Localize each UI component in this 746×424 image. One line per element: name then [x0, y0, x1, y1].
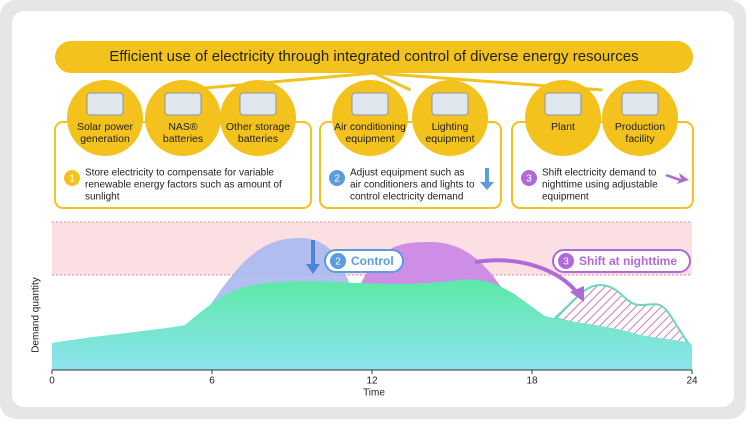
item-label: NAS® [168, 121, 198, 133]
badge-dot [558, 253, 574, 269]
description: Adjust equipment such as [350, 168, 465, 179]
badge-pill [324, 249, 404, 273]
base-area [52, 279, 692, 370]
down-arrow [480, 168, 494, 190]
item-icon [544, 92, 582, 116]
shift-arrowhead [570, 286, 584, 302]
number-badge [521, 170, 537, 186]
item-icon [621, 92, 659, 116]
item-label: batteries [238, 133, 278, 145]
item-icon [164, 92, 202, 116]
item-label: Air conditioning [334, 121, 406, 133]
description: equipment [542, 192, 589, 203]
x-tick-label: 24 [686, 376, 698, 387]
number: 2 [334, 174, 340, 185]
shift-arrow [474, 258, 580, 296]
item-label: equipment [425, 133, 474, 145]
description: air conditioners and lights to [350, 180, 475, 191]
item-label: equipment [345, 133, 394, 145]
item-label: Lighting [432, 121, 469, 133]
number-badge [329, 170, 345, 186]
description: Store electricity to compensate for vari… [85, 168, 274, 179]
badge-label: Shift at nighttime [579, 254, 677, 268]
description: renewable energy factors such as amount … [85, 180, 282, 191]
x-tick-label: 18 [526, 376, 538, 387]
x-tick-label: 0 [49, 376, 55, 387]
item-label: Solar power [77, 121, 134, 133]
item-icon [239, 92, 277, 116]
y-axis-label: Demand quantity [31, 277, 42, 353]
description: Shift electricity demand to [542, 168, 657, 179]
hatch-area [552, 283, 693, 347]
item-circle [412, 80, 488, 156]
right-arrow [665, 173, 689, 184]
item-circle [602, 80, 678, 156]
title-banner [55, 41, 693, 73]
badge-pill [552, 249, 691, 273]
number: 3 [526, 174, 532, 185]
control-arrow [306, 240, 320, 274]
connector [373, 71, 412, 92]
item-circle [145, 80, 221, 156]
x-axis-label: Time [363, 388, 385, 399]
badge-dot [330, 253, 346, 269]
number: 1 [69, 174, 75, 185]
item-label: generation [80, 133, 130, 145]
item-label: Other storage [226, 121, 290, 133]
badge-number: 2 [335, 257, 341, 268]
item-circle [67, 80, 143, 156]
description: nighttime using adjustable [542, 180, 658, 191]
item-circle [525, 80, 601, 156]
x-tick-label: 12 [366, 376, 378, 387]
badge-label: Control [351, 254, 394, 268]
item-icon [351, 92, 389, 116]
item-circle [332, 80, 408, 156]
description: sunlight [85, 192, 120, 203]
content: Efficient use of electricity through int… [31, 41, 698, 399]
item-label: facility [625, 133, 655, 145]
number-badge [64, 170, 80, 186]
item-label: Production [615, 121, 665, 133]
badge-number: 3 [563, 257, 569, 268]
title: Efficient use of electricity through int… [109, 48, 638, 65]
item-icon [86, 92, 124, 116]
item-icon [431, 92, 469, 116]
x-tick-label: 6 [209, 376, 215, 387]
item-label: Plant [551, 121, 575, 133]
item-label: batteries [163, 133, 203, 145]
item-circle [220, 80, 296, 156]
connector [182, 71, 375, 92]
description: control electricity demand [350, 192, 463, 203]
